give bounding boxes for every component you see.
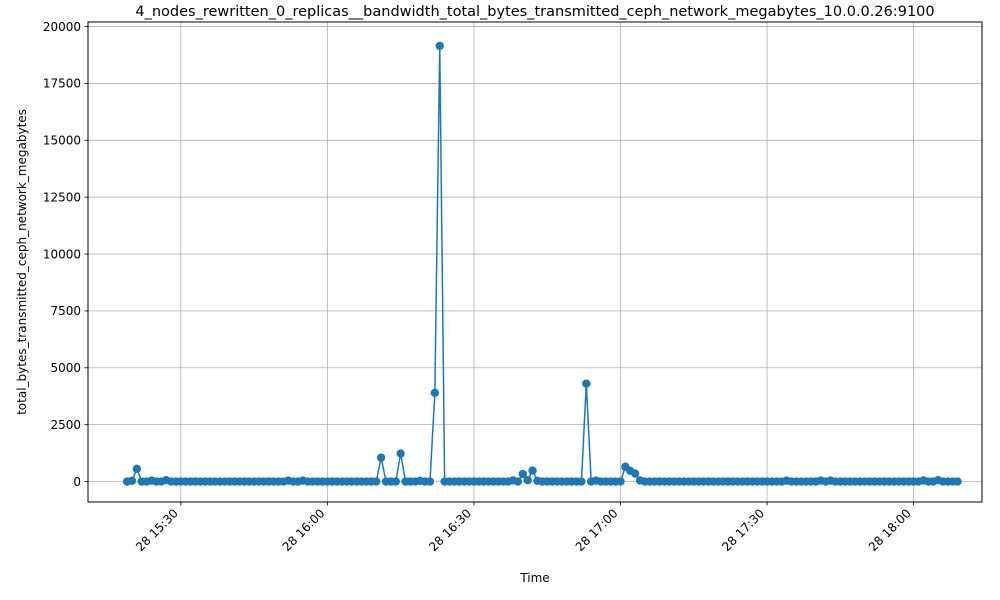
data-point xyxy=(582,379,591,388)
data-point xyxy=(577,477,586,486)
y-axis-label: total_bytes_transmitted_ceph_network_meg… xyxy=(15,109,29,415)
y-tick-label: 5000 xyxy=(50,361,81,375)
data-point xyxy=(127,476,137,486)
data-point xyxy=(376,453,386,462)
x-axis: 28 15:30 28 16:00 28 16:30 28 17:00 28 17:30… xyxy=(133,502,915,554)
y-tick-label: 20000 xyxy=(43,20,81,34)
data-point xyxy=(391,477,400,486)
data-point xyxy=(528,466,537,475)
series-group xyxy=(122,41,962,486)
series-line xyxy=(126,45,958,483)
y-tick-label: 0 xyxy=(73,475,81,489)
data-point xyxy=(518,469,527,479)
y-tick-label: 2500 xyxy=(50,418,81,432)
data-point xyxy=(132,464,142,473)
y-axis: 0 2500 5000 7500 10000 12500 15000 17500 20000 xyxy=(43,20,88,489)
data-point xyxy=(372,477,381,486)
y-tick-label: 12500 xyxy=(43,190,81,204)
y-tick-label: 17500 xyxy=(43,77,81,91)
data-point xyxy=(435,41,444,51)
data-point xyxy=(430,388,440,398)
data-point xyxy=(513,477,523,486)
x-tick-label: 28 16:30 xyxy=(426,506,474,554)
data-point xyxy=(425,477,435,486)
y-tick-label: 15000 xyxy=(43,134,81,148)
data-point xyxy=(616,477,625,486)
grid-lines xyxy=(88,22,982,502)
chart-title: 4_nodes_rewritten_0_replicas__bandwidth_… xyxy=(135,4,934,20)
data-point xyxy=(396,449,405,458)
y-tick-label: 10000 xyxy=(43,247,81,261)
data-point xyxy=(953,477,962,486)
data-point xyxy=(630,469,640,478)
data-point xyxy=(523,475,532,485)
plot-frame xyxy=(87,21,983,503)
y-tick-label: 7500 xyxy=(50,304,81,318)
x-axis-label: Time xyxy=(519,571,549,585)
x-tick-label: 28 17:00 xyxy=(573,506,621,554)
x-tick-label: 28 16:00 xyxy=(280,506,328,554)
x-tick-label: 28 15:30 xyxy=(133,506,181,554)
x-tick-label: 28 18:00 xyxy=(866,506,914,554)
x-tick-label: 28 17:30 xyxy=(719,506,767,554)
